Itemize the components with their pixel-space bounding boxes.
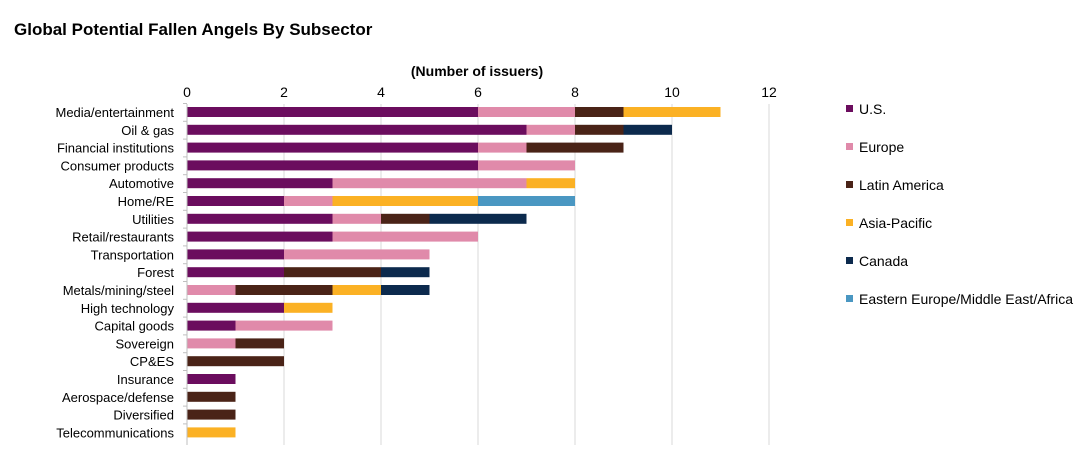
bar-segment	[187, 160, 478, 171]
bar-segment	[381, 285, 430, 295]
bar-segment	[575, 107, 624, 117]
legend-label: Asia-Pacific	[859, 215, 933, 231]
category-label: Insurance	[117, 372, 174, 387]
bar-segment	[478, 142, 527, 153]
x-tick-label: 8	[571, 84, 579, 100]
bar-segment	[187, 391, 236, 402]
category-label: Metals/mining/steel	[63, 283, 174, 298]
category-label: Sovereign	[115, 336, 174, 351]
category-label: Consumer products	[61, 158, 175, 173]
category-label: Media/entertainment	[55, 105, 174, 120]
bar-segment	[187, 196, 284, 206]
category-label: Oil & gas	[121, 123, 174, 138]
bar-segment	[284, 302, 333, 313]
bar-segment	[332, 285, 381, 295]
legend-item: Eastern Europe/Middle East/Africa	[846, 290, 1076, 308]
bar-segment	[187, 124, 527, 135]
category-label: Financial institutions	[57, 141, 175, 156]
bar-segment	[332, 213, 381, 224]
x-tick-label: 10	[664, 84, 680, 100]
bar-segment	[429, 213, 527, 224]
chart-title: Global Potential Fallen Angels By Subsec…	[14, 20, 373, 39]
x-axis-title: (Number of issuers)	[411, 63, 543, 79]
bar-segment	[623, 107, 721, 117]
legend-swatch	[846, 257, 853, 264]
bar-segment	[187, 374, 236, 384]
legend-item: Asia-Pacific	[846, 214, 1076, 232]
category-label: Diversified	[113, 408, 174, 423]
bar-segment	[526, 124, 575, 135]
bar-segment	[284, 249, 430, 260]
bar-segment	[187, 231, 333, 242]
bar-segment	[187, 142, 478, 153]
bar-segment	[284, 196, 333, 206]
category-label: Automotive	[109, 176, 174, 191]
category-label: Utilities	[132, 212, 174, 227]
legend-item: Europe	[846, 138, 1076, 156]
bar-segment	[187, 285, 236, 295]
bar-segment	[187, 338, 236, 349]
category-label: Telecommunications	[56, 425, 174, 440]
category-label: Home/RE	[118, 194, 175, 209]
legend-label: U.S.	[859, 101, 887, 117]
bar-segment	[187, 356, 284, 367]
category-label: Aerospace/defense	[62, 390, 174, 405]
legend-label: Europe	[859, 139, 905, 155]
bar-segment	[187, 427, 236, 438]
x-tick-label: 2	[280, 84, 288, 100]
bar-segment	[187, 107, 478, 117]
legend-label: Eastern Europe/Middle East/Africa	[859, 291, 1073, 307]
bar-segment	[381, 213, 430, 224]
bar-segment	[235, 285, 333, 295]
x-tick-label: 4	[377, 84, 385, 100]
bar-segment	[623, 124, 672, 135]
axes: 0 2 4 6 8 10 12 Media/entertainment Oil & gas Fin…	[55, 84, 777, 445]
category-label: CP&ES	[130, 354, 174, 369]
x-tick-label: 6	[474, 84, 482, 100]
bar-segment	[332, 196, 478, 206]
bar-segment	[478, 160, 575, 171]
bar-segment	[235, 338, 284, 349]
category-label: Capital goods	[95, 319, 175, 334]
category-label: High technology	[81, 301, 175, 316]
bar-segment	[187, 302, 284, 313]
legend-swatch	[846, 181, 853, 188]
bars	[187, 107, 721, 438]
legend-swatch	[846, 219, 853, 226]
bar-segment	[187, 267, 284, 278]
bar-segment	[187, 320, 236, 331]
bar-segment	[381, 267, 430, 278]
category-label: Forest	[137, 265, 174, 280]
bar-segment	[187, 178, 333, 189]
bar-segment	[284, 267, 381, 278]
bar-segment	[526, 178, 575, 189]
legend-swatch	[846, 295, 853, 302]
bar-segment	[575, 124, 624, 135]
bar-segment	[187, 409, 236, 420]
category-label: Retail/restaurants	[72, 230, 174, 245]
legend-label: Canada	[859, 253, 909, 269]
bar-segment	[235, 320, 333, 331]
bar-segment	[526, 142, 624, 153]
bar-segment	[187, 249, 284, 260]
x-tick-label: 0	[183, 84, 191, 100]
legend-item: Latin America	[846, 176, 1076, 194]
bar-segment	[478, 107, 575, 117]
bar-segment	[187, 213, 333, 224]
legend-swatch	[846, 143, 853, 150]
bar-segment	[332, 178, 527, 189]
legend-item: U.S.	[846, 100, 1076, 118]
legend-item: Canada	[846, 252, 1076, 270]
bar-segment	[332, 231, 478, 242]
x-tick-label: 12	[761, 84, 777, 100]
legend-label: Latin America	[859, 177, 944, 193]
legend-swatch	[846, 105, 853, 112]
bar-segment	[478, 196, 575, 206]
category-label: Transportation	[91, 247, 174, 262]
